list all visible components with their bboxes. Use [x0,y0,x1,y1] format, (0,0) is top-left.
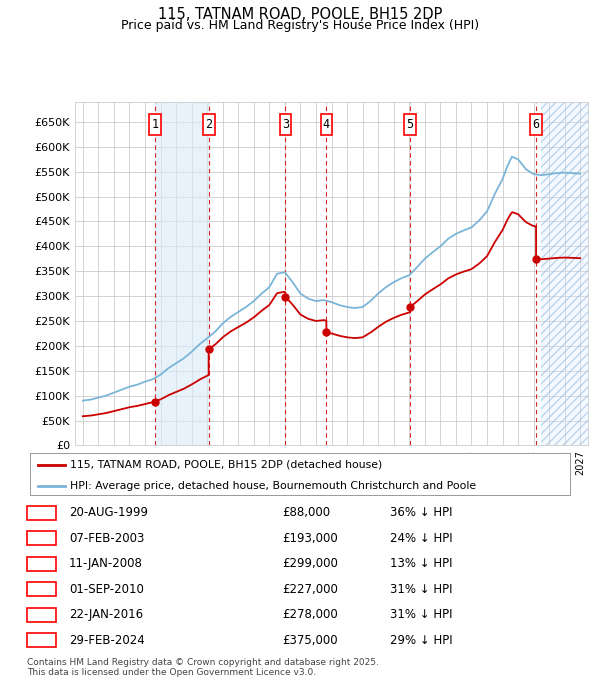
Text: 3: 3 [38,557,45,570]
FancyBboxPatch shape [280,114,291,135]
Text: 31% ↓ HPI: 31% ↓ HPI [390,583,452,596]
Text: £227,000: £227,000 [282,583,338,596]
Text: 115, TATNAM ROAD, POOLE, BH15 2DP: 115, TATNAM ROAD, POOLE, BH15 2DP [158,7,442,22]
Text: 6: 6 [533,118,539,131]
Text: £193,000: £193,000 [282,532,338,545]
Text: 4: 4 [38,583,45,596]
Text: £88,000: £88,000 [282,506,330,519]
Text: 22-JAN-2016: 22-JAN-2016 [69,608,143,621]
Text: 36% ↓ HPI: 36% ↓ HPI [390,506,452,519]
FancyBboxPatch shape [530,114,542,135]
Text: Price paid vs. HM Land Registry's House Price Index (HPI): Price paid vs. HM Land Registry's House … [121,19,479,32]
Bar [155,102,209,445]
FancyBboxPatch shape [149,114,161,135]
Text: 115, TATNAM ROAD, POOLE, BH15 2DP (detached house): 115, TATNAM ROAD, POOLE, BH15 2DP (detac… [71,460,383,470]
Text: £278,000: £278,000 [282,608,338,621]
Bar [541,102,588,445]
Text: 07-FEB-2003: 07-FEB-2003 [69,532,145,545]
Text: HPI: Average price, detached house, Bournemouth Christchurch and Poole: HPI: Average price, detached house, Bour… [71,481,476,491]
Text: This data is licensed under the Open Government Licence v3.0.: This data is licensed under the Open Gov… [27,668,316,677]
FancyBboxPatch shape [203,114,215,135]
Text: 31% ↓ HPI: 31% ↓ HPI [390,608,452,621]
Text: 4: 4 [323,118,330,131]
Text: £299,000: £299,000 [282,557,338,570]
Text: 5: 5 [407,118,414,131]
Text: 2: 2 [38,532,45,545]
Text: 11-JAN-2008: 11-JAN-2008 [69,557,143,570]
Text: £375,000: £375,000 [282,634,338,647]
Text: 01-SEP-2010: 01-SEP-2010 [69,583,144,596]
Text: Contains HM Land Registry data © Crown copyright and database right 2025.: Contains HM Land Registry data © Crown c… [27,658,379,667]
Text: 24% ↓ HPI: 24% ↓ HPI [390,532,452,545]
Text: 1: 1 [151,118,158,131]
Text: 3: 3 [282,118,289,131]
Bar [541,102,588,445]
Text: 29% ↓ HPI: 29% ↓ HPI [390,634,452,647]
FancyBboxPatch shape [404,114,416,135]
FancyBboxPatch shape [320,114,332,135]
Text: 20-AUG-1999: 20-AUG-1999 [69,506,148,519]
Text: 6: 6 [38,634,45,647]
Text: 29-FEB-2024: 29-FEB-2024 [69,634,145,647]
Text: 1: 1 [38,506,45,519]
Text: 5: 5 [38,608,45,621]
Text: 13% ↓ HPI: 13% ↓ HPI [390,557,452,570]
Text: 2: 2 [205,118,212,131]
